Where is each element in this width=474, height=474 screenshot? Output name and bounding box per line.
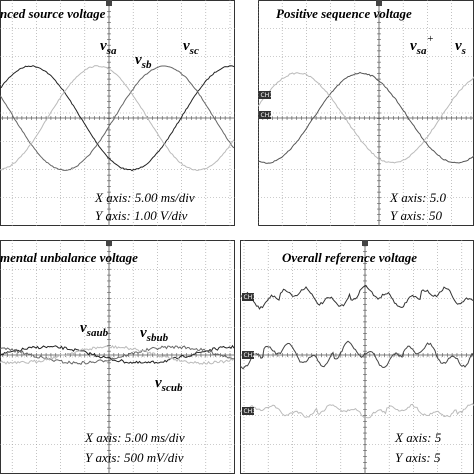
signal-symbol: v bbox=[455, 38, 462, 54]
panel-title: mental unbalance voltage bbox=[0, 250, 138, 265]
signal-subscript: sa bbox=[416, 45, 427, 57]
signal-label: vsa bbox=[100, 38, 117, 57]
channel-label: CH2 bbox=[244, 352, 257, 359]
signal-subscript: sbub bbox=[146, 332, 169, 344]
signal-label: vsa+ bbox=[410, 33, 434, 57]
y-axis-scale: Y axis: 50 bbox=[390, 208, 443, 223]
waveform bbox=[0, 344, 235, 364]
signal-label: vsc bbox=[183, 38, 199, 57]
channel-tag bbox=[242, 293, 254, 301]
signal-subscript: s bbox=[461, 45, 466, 57]
y-axis-scale: Y axis: 500 mV/div bbox=[85, 450, 184, 465]
signal-subscript: sb bbox=[141, 59, 152, 71]
scope-panel: CH1 CH2 CH3 Overall reference voltage X axis… bbox=[240, 240, 474, 474]
signal-symbol: v bbox=[80, 320, 87, 336]
signal-label: vs bbox=[455, 38, 466, 57]
channel-tag bbox=[259, 111, 271, 119]
signal-subscript: scub bbox=[161, 382, 183, 394]
panel-title: Positive sequence voltage bbox=[276, 6, 412, 21]
trigger-marker bbox=[376, 0, 382, 6]
channel-label: CH3 bbox=[244, 408, 257, 415]
signal-label: vscub bbox=[155, 375, 183, 394]
signal-label: vsaub bbox=[80, 320, 109, 339]
trigger-marker bbox=[106, 240, 112, 246]
trigger-marker bbox=[106, 0, 112, 6]
waveform bbox=[258, 72, 474, 164]
waveform bbox=[0, 345, 234, 365]
signal-subscript: sc bbox=[189, 45, 199, 57]
waveform bbox=[240, 403, 474, 419]
signal-symbol: v bbox=[135, 52, 142, 68]
panel-title: nced source voltage bbox=[0, 6, 106, 21]
x-axis-scale: X axis: 5.00 ms/div bbox=[84, 430, 185, 445]
signal-symbol: v bbox=[100, 38, 107, 54]
x-axis-scale: X axis: 5 bbox=[394, 430, 442, 445]
channel-tag bbox=[242, 351, 254, 359]
channel-tag bbox=[242, 407, 254, 415]
waveform bbox=[240, 340, 474, 370]
waveform bbox=[0, 65, 235, 171]
trigger-marker bbox=[362, 240, 368, 246]
channel-tag bbox=[259, 91, 271, 99]
y-axis-scale: Y axis: 1.00 V/div bbox=[95, 208, 188, 223]
channel-label: CH1 bbox=[244, 294, 257, 301]
signal-symbol: v bbox=[183, 38, 190, 54]
waveform bbox=[0, 65, 235, 171]
waveform bbox=[0, 344, 235, 365]
channel-label: CH1 bbox=[261, 92, 274, 99]
signal-superscript: + bbox=[426, 33, 433, 45]
x-axis-scale: X axis: 5.00 ms/div bbox=[94, 190, 195, 205]
x-axis-scale: X axis: 5.0 bbox=[389, 190, 446, 205]
waveform bbox=[258, 71, 474, 164]
signal-symbol: v bbox=[140, 325, 147, 341]
waveform bbox=[240, 284, 474, 310]
signal-subscript: sa bbox=[106, 45, 117, 57]
signal-symbol: v bbox=[155, 375, 162, 391]
panel-title: Overall reference voltage bbox=[282, 250, 417, 265]
signal-label: vsb bbox=[135, 52, 152, 71]
signal-subscript: saub bbox=[86, 327, 109, 339]
y-axis-scale: Y axis: 5 bbox=[395, 450, 441, 465]
signal-label: vsbub bbox=[140, 325, 169, 344]
signal-symbol: v bbox=[410, 38, 417, 54]
channel-label: CH2 bbox=[261, 112, 274, 119]
waveform bbox=[0, 65, 235, 172]
